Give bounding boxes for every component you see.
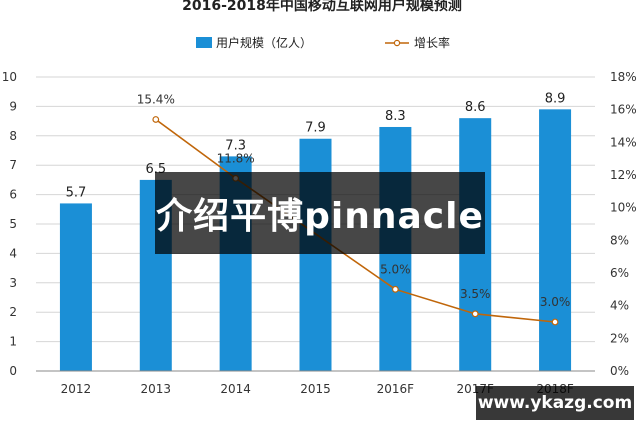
bar-value-label: 5.7 (66, 185, 87, 200)
y-right-tick-label: 2% (610, 331, 629, 345)
bar-value-label: 8.6 (465, 100, 486, 115)
x-tick-label: 2013 (141, 382, 172, 396)
site-badge[interactable]: www.ykazg.com (476, 386, 634, 420)
bar-value-label: 8.9 (545, 91, 566, 106)
growth-value-label: 5.0% (380, 262, 411, 276)
y-right-tick-label: 8% (610, 233, 629, 247)
y-left-tick-label: 0 (9, 364, 17, 378)
chart-title: 2016-2018年中国移动互联网用户规模预测 (182, 0, 462, 14)
y-right-tick-label: 16% (610, 103, 637, 117)
bar-2018F (539, 109, 572, 371)
y-left-tick-label: 5 (9, 217, 17, 231)
y-right-tick-label: 12% (610, 168, 637, 182)
x-tick-label: 2015 (300, 382, 331, 396)
x-tick-label: 2014 (220, 382, 251, 396)
growth-value-label: 3.5% (460, 287, 491, 301)
x-tick-label: 2012 (61, 382, 92, 396)
y-left-tick-label: 9 (9, 99, 17, 113)
bar-value-label: 8.3 (385, 109, 406, 124)
bar-2012 (59, 203, 92, 371)
y-right-tick-label: 18% (610, 70, 637, 84)
y-right-tick-label: 10% (610, 201, 637, 215)
bar-value-label: 7.9 (305, 121, 326, 136)
y-right-tick-label: 4% (610, 299, 629, 313)
overlay-text: 介绍平博pinnacle (156, 196, 484, 237)
y-right-tick-label: 6% (610, 266, 629, 280)
y-left-tick-label: 4 (9, 246, 17, 260)
y-left-tick-label: 1 (9, 335, 17, 349)
y-right-tick-label: 0% (610, 364, 629, 378)
growth-point (551, 318, 559, 326)
site-badge-text: www.ykazg.com (477, 393, 633, 413)
y-left-tick-label: 6 (9, 188, 17, 202)
bar-value-label: 7.3 (225, 138, 246, 153)
legend-line-label: 增长率 (414, 35, 450, 50)
growth-point (391, 285, 399, 293)
y-left-tick-label: 10 (2, 70, 17, 84)
y-right-tick-label: 14% (610, 135, 637, 149)
legend-bar-swatch (196, 37, 212, 48)
growth-value-label: 3.0% (540, 295, 571, 309)
overlay-banner: 介绍平博pinnacle (155, 172, 485, 254)
legend-line-marker (393, 39, 401, 47)
growth-point (471, 310, 479, 318)
growth-value-label: 15.4% (137, 92, 175, 106)
growth-point (152, 116, 160, 123)
y-left-tick-label: 7 (9, 158, 17, 172)
y-left-tick-label: 8 (9, 129, 17, 143)
growth-value-label: 11.8% (217, 151, 255, 165)
legend-bar-label: 用户规模（亿人） (216, 35, 312, 50)
x-tick-label: 2016F (377, 382, 415, 396)
y-left-tick-label: 3 (9, 276, 17, 290)
y-left-tick-label: 2 (9, 305, 17, 319)
axes: 0 1 2 3 4 5 6 7 8 9 10 0% 2% 4% 6% 8% 10% 12% 14% 16% 18% 201… (2, 70, 637, 396)
legend: 用户规模（亿人） 增长率 (196, 35, 450, 50)
